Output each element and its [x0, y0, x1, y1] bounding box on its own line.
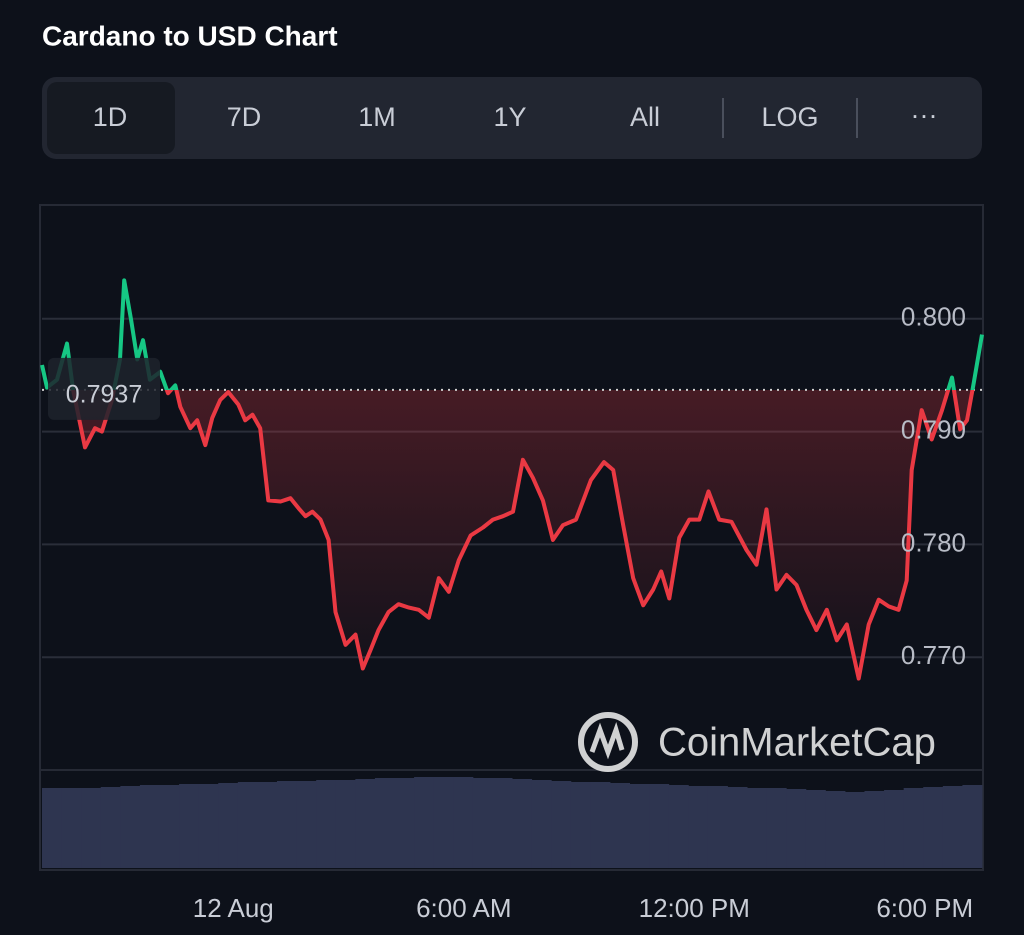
volume-bar — [766, 788, 787, 868]
y-tick-label: 0.780 — [901, 527, 966, 557]
volume-bar — [81, 788, 102, 868]
volume-bar — [61, 788, 82, 868]
volume-bar — [786, 789, 807, 868]
volume-bar — [316, 780, 337, 868]
watermark-logo — [578, 712, 638, 772]
volume-bar — [198, 784, 219, 868]
volume-bar — [531, 780, 552, 868]
volume-bar — [551, 781, 572, 868]
watermark: CoinMarketCap — [578, 712, 936, 772]
volume-bar — [120, 786, 141, 868]
volume-bar — [374, 778, 395, 868]
y-tick-label: 0.790 — [901, 414, 966, 444]
volume-bar — [355, 779, 376, 868]
volume-bar — [237, 782, 258, 868]
volume-bar — [512, 779, 533, 868]
volume-bar — [394, 778, 415, 868]
watermark-text: CoinMarketCap — [658, 721, 936, 765]
volume-bar — [570, 782, 591, 868]
volume-bar — [727, 787, 748, 868]
volume-bar — [884, 790, 905, 868]
reference-label-box — [48, 357, 160, 420]
volume-bar — [42, 788, 63, 868]
price-line — [40, 278, 984, 681]
volume-bar — [414, 777, 435, 868]
range-button[interactable]: 1Y — [493, 102, 526, 132]
reference-label: 0.7937 — [66, 380, 142, 408]
more-button[interactable]: ··· — [911, 100, 938, 130]
x-tick-label: 12:00 PM — [639, 893, 750, 923]
volume-bar — [296, 781, 317, 868]
volume-bar — [609, 783, 630, 868]
plot-frame — [39, 204, 984, 871]
active-range — [47, 82, 175, 154]
volume-bar — [159, 785, 180, 868]
volume-bar — [139, 785, 160, 868]
volume-bar — [590, 782, 611, 868]
volume-bar — [629, 784, 650, 868]
volume-bar — [805, 790, 826, 868]
volume-bar — [179, 784, 200, 868]
volume-bar — [433, 777, 454, 868]
volume-bar — [844, 792, 865, 868]
volume-bar — [649, 784, 670, 868]
volume-bar — [100, 787, 121, 868]
volume-bar — [668, 785, 689, 868]
chart-title: Cardano to USD Chart — [42, 20, 338, 51]
volume-bar — [257, 782, 278, 868]
y-tick-label: 0.800 — [901, 302, 966, 332]
volume-bar — [277, 781, 298, 868]
volume-bar — [707, 786, 728, 868]
x-tick-label: 6:00 AM — [416, 893, 511, 923]
log-button[interactable]: LOG — [761, 102, 818, 132]
volume-bar — [942, 786, 963, 868]
range-button[interactable]: 1M — [358, 102, 396, 132]
range-button[interactable]: All — [630, 102, 660, 132]
volume-bar — [747, 788, 768, 868]
volume-bar — [962, 785, 983, 868]
volume-bar — [218, 783, 239, 868]
volume-bar — [903, 788, 924, 868]
volume-bar — [472, 778, 493, 868]
range-button[interactable]: 1D — [93, 102, 128, 132]
watermark-logo — [589, 722, 625, 760]
volume-bar — [688, 786, 709, 868]
y-tick-label: 0.770 — [901, 640, 966, 670]
volume-bar — [335, 780, 356, 868]
volume-bar — [923, 787, 944, 868]
x-tick-label: 12 Aug — [193, 893, 274, 923]
volume-bar — [825, 791, 846, 868]
volume-bar — [864, 791, 885, 868]
price-area — [73, 389, 973, 679]
range-button[interactable]: 7D — [227, 102, 262, 132]
toolbar — [42, 77, 982, 159]
x-tick-label: 6:00 PM — [876, 893, 973, 923]
volume-bar — [453, 777, 474, 868]
volume-bar — [492, 778, 513, 868]
